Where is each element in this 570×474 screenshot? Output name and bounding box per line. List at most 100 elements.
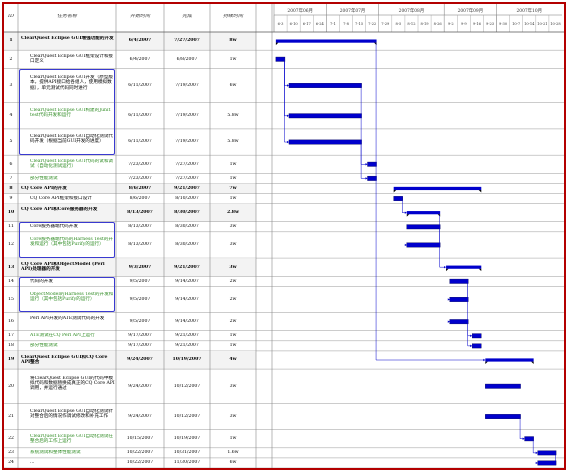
task-start-cell: 10/15/2007 [126,436,154,442]
task-id-cell: 17 [8,333,14,339]
task-dur-cell: 1w [229,436,237,442]
task-bar[interactable] [406,224,441,230]
task-id-cell: 8 [9,185,13,191]
task-dur-cell: 8w [229,38,237,44]
task-row[interactable] [4,258,564,277]
task-row[interactable] [4,224,564,233]
dependency-arrow [286,114,289,117]
task-start-cell: 9/17/2007 [128,333,152,339]
dependency-link [467,323,471,337]
summary-bar[interactable] [275,39,377,43]
task-bar[interactable] [288,139,362,145]
week-label: 8-26 [434,22,443,26]
week-label: 8-19 [421,22,430,26]
task-name-cell: ClearQuest Eclipse GUI自动化测试针对整合后的情况作调试修改… [30,408,114,419]
task-dur-cell: 2w [229,278,237,284]
summary-end-left [393,190,397,193]
task-start-cell: 10/22/2007 [126,460,154,466]
task-finish-cell: 10/19/2007 [173,436,201,442]
task-finish-cell: 8/30/2007 [174,210,200,216]
task-bar[interactable] [288,113,362,119]
task-row[interactable] [4,383,564,404]
task-bar[interactable] [367,175,377,181]
task-name-cell: 将ClearQuest Eclipse GUI的代码中模拟代码和数据替换成真正的… [30,375,115,392]
summary-end-right [478,190,482,193]
dependency-arrow [404,243,407,247]
task-row[interactable] [4,333,564,342]
task-bar[interactable] [393,196,403,201]
task-finish-cell: 9/21/2007 [174,185,200,191]
task-finish-cell: 10/19/2007 [172,357,202,363]
task-name-cell: ClearQuest Eclipse GUI代码的试和调试（自动化测试运行） [30,159,114,170]
week-label: 9-9 [461,22,468,26]
week-label: 10-14 [524,22,535,26]
task-name-cell: CQ Core API框架和接口设计 [30,195,92,201]
dependency-link [401,200,406,213]
task-name-cell: Core服务器端代码开发 [30,224,78,230]
task-id-cell: 20 [8,383,14,389]
task-bar[interactable] [288,83,362,88]
task-name-cell: 系统测试和整体性能测试 [30,450,81,456]
week-label: 8-5 [395,22,402,26]
task-bar[interactable] [524,436,534,442]
task-start-cell: 6/11/2007 [128,139,152,145]
task-start-cell: 6/4/2007 [128,38,152,44]
dependency-link [519,418,524,439]
summary-bar[interactable] [393,186,482,191]
task-dur-cell: 2w [229,319,237,325]
week-label: 7-22 [368,22,376,26]
summary-bar[interactable] [485,358,534,362]
dependency-link [360,87,367,165]
dependency-link [284,61,288,117]
task-dur-cell: 1w [229,195,237,201]
task-row[interactable] [4,350,564,370]
month-label: 2007年07月 [340,7,366,14]
week-label: 8-12 [407,22,415,26]
month-label: 2007年06月 [287,7,313,14]
task-name-cell: ATE测试在CQ Perl API上运行 [30,333,95,339]
task-start-cell: 8/6/2007 [129,195,151,201]
task-start-cell: 8/13/2007 [128,242,152,248]
task-row[interactable] [4,414,564,430]
task-row[interactable] [4,139,564,156]
dependency-arrow [470,344,473,348]
task-finish-cell: 9/21/2007 [175,343,199,349]
task-dur-cell: 1w [229,161,237,167]
task-id-cell: 6 [9,161,13,167]
dependency-arrow [447,298,450,301]
task-row[interactable] [4,183,564,194]
task-name-cell: ... [30,460,35,466]
task-id-cell: 23 [8,450,14,456]
task-row[interactable] [4,203,564,222]
task-bar[interactable] [472,333,482,339]
task-name-cell: ObjectModel的Harness Test的开发和运行（其中包括Purif… [30,291,114,302]
summary-bar[interactable] [406,211,441,215]
week-label: 10-7 [512,22,521,26]
summary-bar[interactable] [446,265,482,269]
task-bar[interactable] [449,278,469,284]
group-highlight-box [19,276,115,313]
task-row[interactable] [4,278,564,287]
task-dur-cell: 6w [229,82,237,88]
task-dur-cell: 3w [229,413,237,419]
task-start-cell: 9/5/2007 [129,319,151,325]
task-row[interactable] [4,56,564,69]
task-bar[interactable] [485,414,521,419]
dependency-link [532,440,537,454]
task-dur-cell: 2w [229,296,237,302]
task-bar[interactable] [367,161,377,167]
task-bar[interactable] [275,56,286,62]
task-dur-cell: 1w [229,175,237,181]
week-label: 10-28 [550,22,561,26]
task-bar[interactable] [537,450,557,456]
task-dur-cell: 4w [229,357,237,363]
task-bar[interactable] [472,343,482,349]
task-id-cell: 14 [8,278,14,284]
task-name-cell: ClearQuest Eclipse GUI增强功能的开发 [21,35,114,41]
header-id: ID [8,14,14,19]
group-highlight-box [19,222,115,258]
task-finish-cell: 7/19/2007 [175,82,199,88]
task-id-cell: 3 [9,82,13,88]
task-bar[interactable] [485,383,521,389]
week-label: 9-2 [448,22,454,26]
